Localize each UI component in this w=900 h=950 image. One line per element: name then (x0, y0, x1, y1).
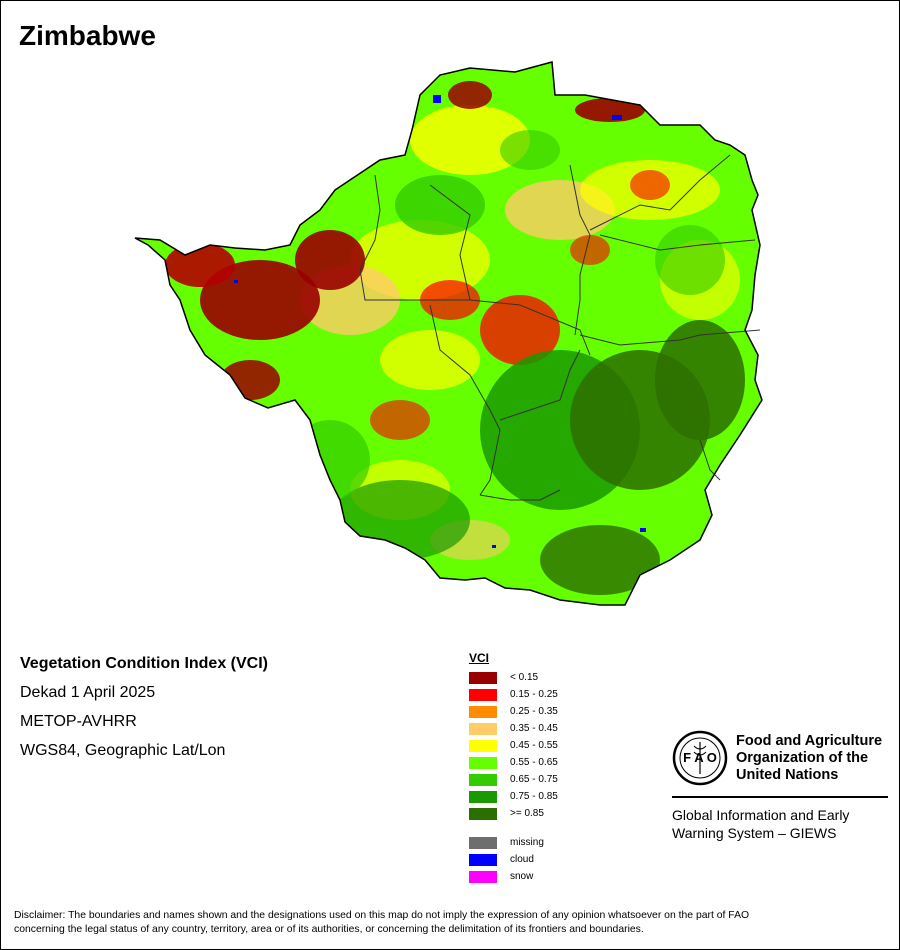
legend-label: 0.45 - 0.55 (510, 740, 558, 751)
legend-label: snow (510, 871, 534, 882)
giews-line-1: Global Information and Early (672, 807, 850, 823)
vci-legend: VCI < 0.15 0.15 - 0.25 0.25 - 0.35 0.35 - 0… (469, 651, 558, 885)
disclaimer-line-1: Disclaimer: The boundaries and names sho… (14, 910, 750, 921)
legend-class-item: 0.25 - 0.35 (469, 703, 558, 720)
legend-label: missing (510, 837, 544, 848)
index-heading: Vegetation Condition Index (VCI) (20, 655, 268, 672)
date-label: Dekad 1 April 2025 (20, 684, 156, 701)
org-line-3: United Nations (736, 766, 839, 783)
org-line-1: Food and Agriculture (736, 732, 883, 749)
legend-class-item: 0.15 - 0.25 (469, 686, 558, 703)
giews-line-2: Warning System – GIEWS (672, 825, 837, 841)
legend-swatch (469, 853, 497, 866)
legend-swatch (469, 836, 497, 849)
logo-divider (672, 796, 888, 798)
legend-class-item: 0.55 - 0.65 (469, 754, 558, 771)
legend-class-item: < 0.15 (469, 669, 558, 686)
map-info: Vegetation Condition Index (VCI) Dekad 1… (20, 655, 268, 771)
legend-swatch (469, 722, 497, 735)
fao-logo-block: F A O Food and Agriculture Organization … (672, 730, 888, 842)
vci-map (134, 61, 763, 606)
legend-swatch (469, 807, 497, 820)
legend-class-item: 0.75 - 0.85 (469, 788, 558, 805)
legend-swatch (469, 688, 497, 701)
legend-swatch (469, 705, 497, 718)
vci-raster (135, 62, 762, 605)
legend-class-item: >= 0.85 (469, 805, 558, 822)
legend-label: 0.75 - 0.85 (510, 791, 558, 802)
disclaimer: Disclaimer: The boundaries and names sho… (14, 909, 884, 937)
legend-class-item: 0.35 - 0.45 (469, 720, 558, 737)
legend-swatch (469, 870, 497, 883)
org-line-2: Organization of the (736, 749, 869, 766)
legend-swatch (469, 756, 497, 769)
admin-boundaries (359, 154, 761, 501)
legend-label: 0.25 - 0.35 (510, 706, 558, 717)
legend-swatch (469, 739, 497, 752)
legend-label: cloud (510, 854, 534, 865)
projection-label: WGS84, Geographic Lat/Lon (20, 742, 226, 759)
legend-special-item: missing (469, 834, 558, 851)
disclaimer-line-2: concerning the legal status of any count… (14, 924, 644, 935)
legend-label: 0.55 - 0.65 (510, 757, 558, 768)
legend-title: VCI (469, 651, 490, 665)
legend-label: 0.35 - 0.45 (510, 723, 558, 734)
legend-swatch (469, 671, 497, 684)
legend-class-item: 0.45 - 0.55 (469, 737, 558, 754)
legend-swatch (469, 790, 497, 803)
map-title: Zimbabwe (19, 20, 156, 51)
fao-emblem-icon: F A O (672, 730, 728, 786)
sensor-label: METOP-AVHRR (20, 713, 137, 730)
legend-label: < 0.15 (510, 672, 539, 683)
legend-label: 0.65 - 0.75 (510, 774, 558, 785)
legend-label: >= 0.85 (510, 808, 544, 819)
legend-special-item: cloud (469, 851, 558, 868)
legend-label: 0.15 - 0.25 (510, 689, 558, 700)
legend-special-item: snow (469, 868, 558, 885)
legend-class-item: 0.65 - 0.75 (469, 771, 558, 788)
legend-swatch (469, 773, 497, 786)
